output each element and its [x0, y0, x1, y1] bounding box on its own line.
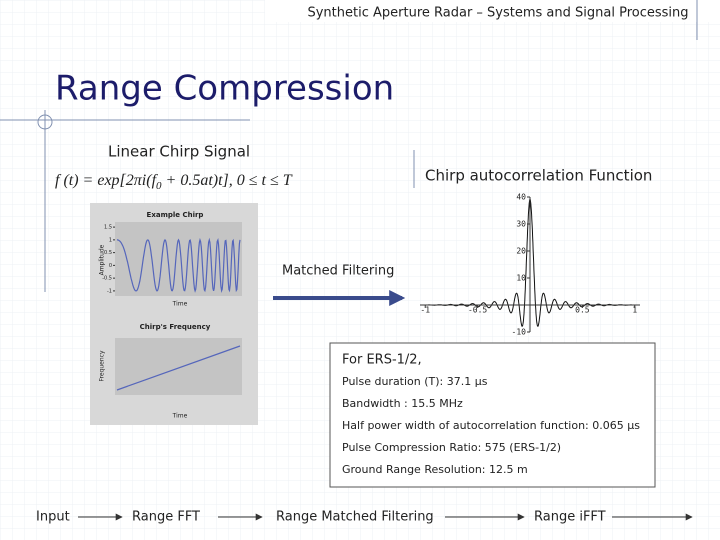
info-line: Ground Range Resolution: 12.5 m [342, 463, 528, 476]
rule-circle [37, 114, 53, 130]
chirp-frequency-plot [115, 338, 242, 395]
y-tick-label: -1 [107, 288, 112, 294]
chirp-frequency-ylabel: Frequency [99, 350, 106, 381]
y-tick-label: 0 [109, 263, 112, 269]
autocorr-label: Chirp autocorrelation Function [425, 167, 652, 185]
info-line: Pulse duration (T): 37.1 µs [342, 375, 488, 388]
x-tick-label: -0.5 [468, 306, 487, 315]
chirp-formula: f (t) = exp[2πi(f0 + 0.5at)t], 0 ≤ t ≤ T [55, 172, 293, 192]
flow-step: Input [36, 510, 70, 525]
info-line: Bandwidth : 15.5 MHz [342, 397, 463, 410]
y-tick-label: 0.5 [104, 250, 112, 256]
chirp-label: Linear Chirp Signal [108, 143, 250, 161]
matched-filtering-label: Matched Filtering [282, 264, 394, 279]
example-chirp-ylabel: Amplitude [99, 244, 106, 275]
chirp-frequency-title: Chirp's Frequency [140, 323, 211, 331]
info-line: Pulse Compression Ratio: 575 (ERS-1/2) [342, 441, 561, 454]
slide-title: Range Compression [55, 69, 394, 109]
flow-step: Range Matched Filtering [276, 510, 434, 525]
y-tick-label: -0.5 [102, 276, 112, 282]
frequency-line [116, 345, 241, 391]
header-band [265, 0, 720, 22]
y-tick-label: 40 [516, 193, 526, 202]
flow-step: Range iFFT [534, 510, 606, 525]
x-tick-label: 0.5 [575, 306, 590, 315]
y-tick-label: 10 [516, 274, 526, 283]
y-tick-label: 1 [109, 237, 112, 243]
y-tick-label: -10 [512, 328, 527, 337]
y-tick-label: 30 [516, 220, 526, 229]
info-box [329, 342, 656, 488]
example-chirp-xlabel: Time [172, 301, 188, 308]
chirp-frequency-xlabel: Time [172, 413, 188, 420]
header-title: Synthetic Aperture Radar – Systems and S… [307, 6, 688, 21]
x-tick-label: 1 [632, 306, 637, 315]
y-tick-label: 1.5 [104, 225, 112, 231]
y-tick-label: 20 [516, 247, 526, 256]
flow-step: Range FFT [132, 510, 200, 525]
info-line: For ERS-1/2, [342, 353, 422, 368]
info-line: Half power width of autocorrelation func… [342, 419, 640, 432]
x-tick-label: -1 [420, 306, 430, 315]
chirp-wave [117, 237, 241, 293]
example-chirp-title: Example Chirp [147, 211, 204, 219]
